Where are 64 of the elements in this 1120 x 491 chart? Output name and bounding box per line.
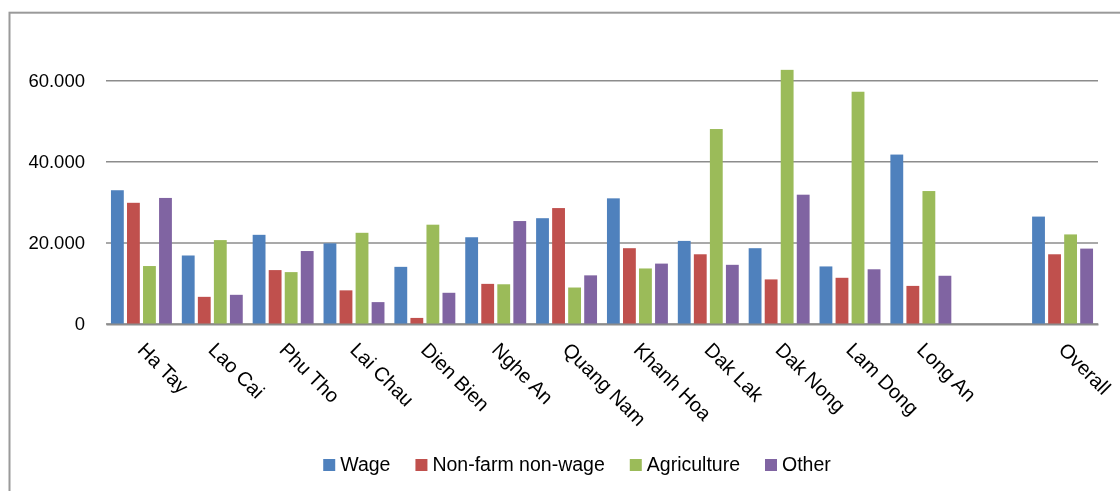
bar <box>481 283 495 324</box>
bar <box>1048 254 1061 324</box>
legend-label: Other <box>782 453 832 475</box>
bar <box>725 264 739 324</box>
bar <box>252 234 266 324</box>
bar <box>584 275 598 324</box>
bar <box>300 251 314 324</box>
bar <box>922 191 936 324</box>
bar <box>465 237 479 324</box>
bar <box>197 296 211 324</box>
bar <box>497 284 511 324</box>
bar <box>1064 234 1078 324</box>
legend-label: Non-farm non-wage <box>432 453 605 475</box>
bar <box>623 248 636 324</box>
bar <box>181 255 195 324</box>
bar <box>568 287 581 324</box>
bar <box>890 154 904 324</box>
bar <box>606 198 620 324</box>
bar <box>371 302 385 324</box>
bar <box>819 266 833 324</box>
bar <box>938 275 952 324</box>
x-tick-label: Dak Lak <box>700 338 769 407</box>
bar <box>655 263 668 324</box>
bar <box>639 268 652 324</box>
bar <box>764 279 778 324</box>
bar <box>410 317 424 324</box>
bar <box>709 129 723 324</box>
bar <box>1080 248 1094 324</box>
bar <box>213 240 227 324</box>
bar <box>677 240 691 324</box>
x-tick-label: Phu Tho <box>275 338 345 408</box>
x-tick-label: Lao Cai <box>204 338 269 403</box>
y-tick-label: 40.000 <box>28 151 85 173</box>
bar <box>229 294 243 324</box>
bar <box>536 218 549 324</box>
y-tick-label: 20.000 <box>28 232 85 254</box>
bar <box>442 292 456 324</box>
x-tick-label: Ha Tay <box>133 338 193 398</box>
bar <box>284 272 298 324</box>
bar <box>851 91 865 324</box>
bar <box>268 270 282 324</box>
bar <box>513 221 527 324</box>
bar <box>339 290 353 324</box>
y-tick-label: 0 <box>74 313 85 335</box>
y-tick-label: 60.000 <box>28 70 85 92</box>
bar <box>159 197 172 324</box>
bar <box>110 190 124 324</box>
bar <box>1032 216 1045 324</box>
bar <box>355 232 369 324</box>
bar <box>143 266 156 324</box>
bar <box>323 243 337 324</box>
bar <box>835 277 849 324</box>
bar <box>796 194 810 324</box>
bar <box>906 285 920 324</box>
bar <box>426 224 440 324</box>
legend-label: Agriculture <box>646 453 740 475</box>
legend-label: Wage <box>340 453 391 475</box>
bar <box>552 208 565 324</box>
bar <box>394 266 408 324</box>
bar <box>693 254 707 324</box>
bar <box>748 248 762 324</box>
bar <box>780 69 794 324</box>
bar <box>127 202 140 324</box>
bar <box>867 269 881 324</box>
